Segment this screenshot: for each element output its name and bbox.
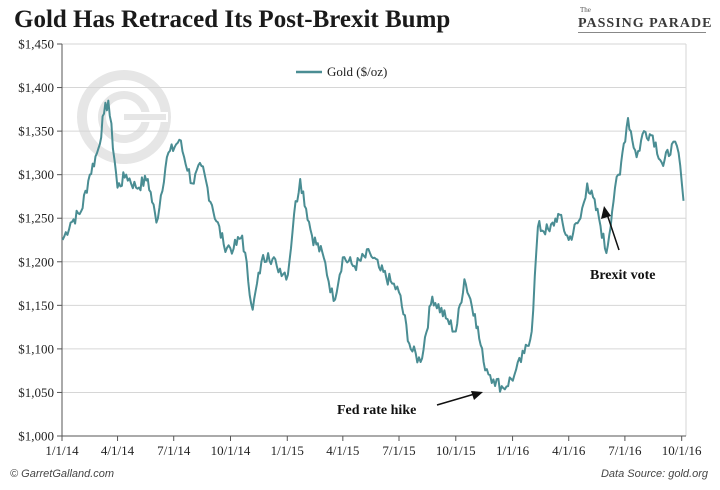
y-tick-label: $1,400 — [18, 80, 54, 95]
axes — [57, 43, 686, 441]
series-line-gold — [61, 99, 685, 393]
y-tick-label: $1,100 — [18, 341, 54, 356]
annotation-arrow-brexit-vote — [606, 213, 620, 251]
annotation-arrowhead-fed-rate-hike — [471, 391, 483, 400]
annotation-arrowhead-brexit-vote — [601, 206, 611, 219]
x-tick-label: 1/1/16 — [496, 443, 530, 458]
x-tick-label: 10/1/14 — [211, 443, 251, 458]
x-tick-label: 1/1/14 — [45, 443, 79, 458]
annotation-arrow-fed-rate-hike — [436, 392, 479, 406]
y-tick-labels: $1,000 $1,050 $1,100 $1,150 $1,200 $1,250 $1,3… — [18, 37, 54, 444]
chart-legend: Gold ($/oz) — [296, 64, 387, 79]
x-tick-labels: 1/1/14 4/1/14 7/1/14 10/1/14 1/1/15 4/1/15 7/1… — [45, 443, 702, 458]
annotation-brexit-vote: Brexit vote — [590, 268, 655, 283]
x-tick-label: 7/1/15 — [382, 443, 415, 458]
x-tick-label: 4/1/16 — [552, 443, 586, 458]
series-layer — [61, 99, 685, 393]
x-tick-label: 10/1/15 — [436, 443, 476, 458]
y-tick-label: $1,300 — [18, 167, 54, 182]
x-tick-label: 1/1/15 — [271, 443, 304, 458]
x-tick-label: 4/1/14 — [101, 443, 135, 458]
y-tick-label: $1,050 — [18, 385, 54, 400]
x-tick-label: 7/1/14 — [157, 443, 191, 458]
logo-underline — [578, 32, 706, 33]
grid-lines — [62, 43, 687, 436]
brand-logo: The PASSING PARADE — [578, 6, 711, 36]
y-tick-label: $1,250 — [18, 211, 54, 226]
annotation-fed-rate-hike: Fed rate hike — [337, 403, 416, 418]
logo-small-text: The — [580, 6, 591, 14]
y-tick-label: $1,350 — [18, 124, 54, 139]
chart-title: Gold Has Retraced Its Post-Brexit Bump — [14, 6, 451, 33]
data-source-text: Data Source: gold.org — [600, 468, 708, 480]
y-tick-label: $1,150 — [18, 298, 54, 313]
annotations: Fed rate hike Brexit vote — [337, 206, 655, 418]
x-tick-label: 7/1/16 — [608, 443, 642, 458]
legend-label: Gold ($/oz) — [327, 64, 387, 79]
copyright-text: © GarretGalland.com — [10, 468, 115, 480]
y-tick-label: $1,200 — [18, 254, 54, 269]
x-tick-label: 4/1/15 — [326, 443, 359, 458]
y-tick-label: $1,450 — [18, 37, 54, 52]
logo-name: PASSING PARADE — [578, 16, 713, 31]
x-tick-label: 10/1/16 — [662, 443, 702, 458]
y-tick-label: $1,000 — [18, 429, 54, 444]
